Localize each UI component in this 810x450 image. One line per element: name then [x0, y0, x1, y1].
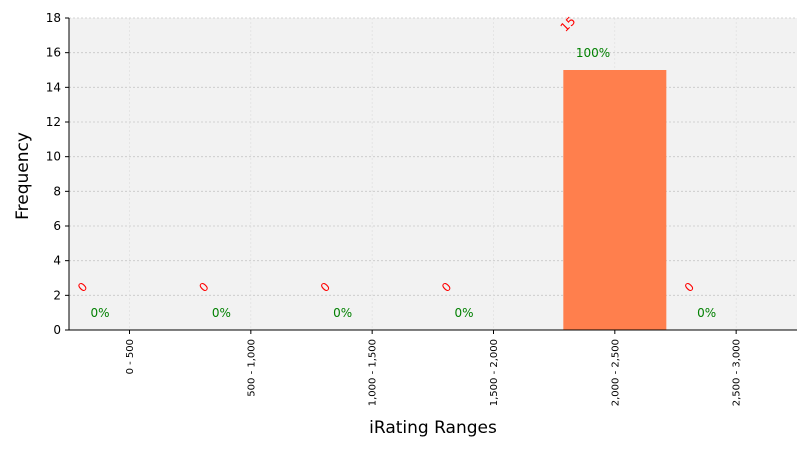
y-tick-label: 16	[46, 46, 61, 60]
percent-label: 100%	[576, 46, 610, 60]
percent-label: 0%	[697, 306, 716, 320]
x-tick-label: 0 - 500	[125, 339, 136, 374]
percent-label: 0%	[91, 306, 110, 320]
y-tick-label: 2	[53, 288, 61, 302]
percent-label: 0%	[333, 306, 352, 320]
x-tick-label: 2,000 - 2,500	[610, 339, 621, 406]
bar	[563, 70, 667, 330]
x-tick-label: 1,500 - 2,000	[489, 339, 500, 406]
x-axis-title: iRating Ranges	[369, 418, 497, 438]
plot-background	[69, 18, 797, 330]
x-tick-label: 2,500 - 3,000	[732, 339, 743, 406]
y-tick-label: 0	[53, 323, 61, 337]
y-tick-label: 6	[53, 219, 61, 233]
percent-label: 0%	[454, 306, 473, 320]
y-tick-label: 18	[46, 11, 61, 25]
bars	[563, 70, 667, 330]
y-tick-label: 8	[53, 184, 61, 198]
y-tick-label: 4	[53, 254, 61, 268]
axes: 0 2 4 6 8 10 12 14 16 18 0 - 500 500 - 1,000 1,000 -…	[46, 11, 797, 406]
y-tick-label: 12	[46, 115, 61, 129]
y-tick-label: 14	[46, 80, 61, 94]
x-tick-label: 500 - 1,000	[246, 339, 257, 397]
y-axis-title: Frequency	[13, 132, 33, 220]
percent-label: 0%	[212, 306, 231, 320]
x-tick-label: 1,000 - 1,500	[368, 339, 379, 406]
y-tick-label: 10	[46, 150, 61, 164]
